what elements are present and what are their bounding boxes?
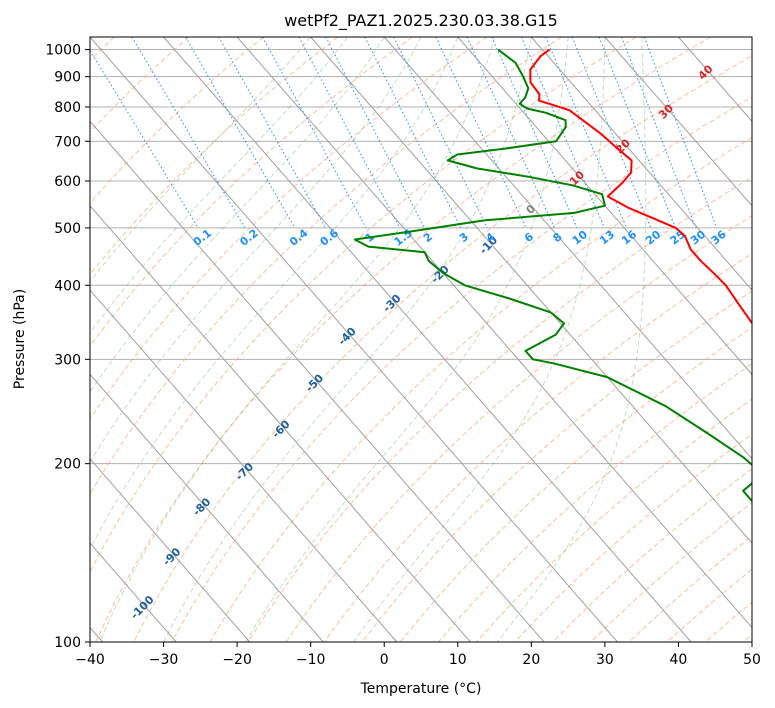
y-tick-label: 600 [54,174,81,190]
x-tick-label: −20 [222,652,252,668]
moist-adiabat [163,37,532,642]
y-tick-label: 900 [54,70,81,86]
x-tick-label: 40 [670,652,688,668]
mixing-ratio-line [131,37,246,229]
pressure-gridlines [90,49,752,642]
x-tick-label: −40 [75,652,105,668]
y-tick-label: 100 [54,635,81,651]
isotherm [236,37,752,629]
x-tick-label: 0 [380,652,389,668]
mixing-ratio-line [218,37,327,229]
mixing-ratio-line [571,37,652,229]
dry-adiabat [171,96,752,642]
dry-adiabat [438,363,752,642]
x-tick-label: 50 [743,652,761,668]
y-tick-label: 400 [54,278,81,294]
isotherm [90,37,618,642]
x-tick-label: 10 [449,652,467,668]
plot-area: -100-90-80-70-60-50-40-30-20-10010203040… [90,37,752,642]
mixing-ratio-line [90,49,199,229]
isotherm [604,37,752,207]
x-tick-label: −10 [296,652,326,668]
isotherm [90,458,251,642]
moist-adiabat [90,37,312,283]
y-axis: 100 200 300 400 500 600 700 800 900 1000 [45,43,90,651]
moist-adiabat [245,37,569,642]
x-tick-label: −30 [149,652,179,668]
isotherm [310,37,752,544]
mixing-ratio-line [491,37,578,229]
dry-adiabat [400,327,752,642]
y-axis-title: Pressure (hPa) [12,289,28,389]
mixing-ratio-line [393,37,488,229]
mixing-ratio-line [545,37,628,229]
moist-adiabat [90,37,385,393]
isotherm [90,204,471,642]
temperature-profile-line [529,48,752,325]
dry-adiabat [90,37,488,420]
sounding-profiles [353,48,752,503]
dry-adiabat [95,37,712,642]
dry-adiabat [90,37,264,204]
isotherm [383,37,752,460]
mixing-ratio-line [466,37,556,229]
moist-adiabat [99,37,496,642]
x-axis-title: Temperature (°C) [360,681,482,697]
isotherm [457,37,752,376]
y-tick-label: 800 [54,100,81,116]
dry-adiabat [323,253,752,642]
x-axis: −40 −30 −20 −10 0 10 20 30 40 50 [75,642,761,668]
dewpoint-profile-line [353,48,752,503]
isotherm [530,37,752,291]
dry-adiabat [133,55,752,642]
isotherm [90,289,398,642]
moist-adiabat [496,37,647,642]
isotherm [90,120,545,642]
y-tick-label: 500 [54,221,81,237]
mixing-ratio-line [185,37,296,229]
moist-adiabat [90,37,459,550]
dry-adiabat [90,37,562,495]
moist-adiabat [90,37,422,463]
isotherm [90,373,324,642]
dry-adiabat [247,176,752,642]
dry-adiabat [285,215,752,642]
isotherm [163,37,692,642]
plot-frame [89,36,753,643]
mixing-ratio-lines [90,37,718,229]
y-tick-label: 200 [54,457,81,473]
mixing-ratio-line [262,37,367,229]
dry-adiabat [90,37,339,276]
isotherms [90,37,752,642]
y-tick-label: 300 [54,352,81,368]
y-tick-label: 700 [54,134,81,150]
chart-title: wetPf2_PAZ1.2025.230.03.38.G15 [284,11,558,31]
x-tick-label: 20 [522,652,540,668]
y-tick-label: 1000 [45,43,81,59]
x-tick-label: 30 [596,652,614,668]
